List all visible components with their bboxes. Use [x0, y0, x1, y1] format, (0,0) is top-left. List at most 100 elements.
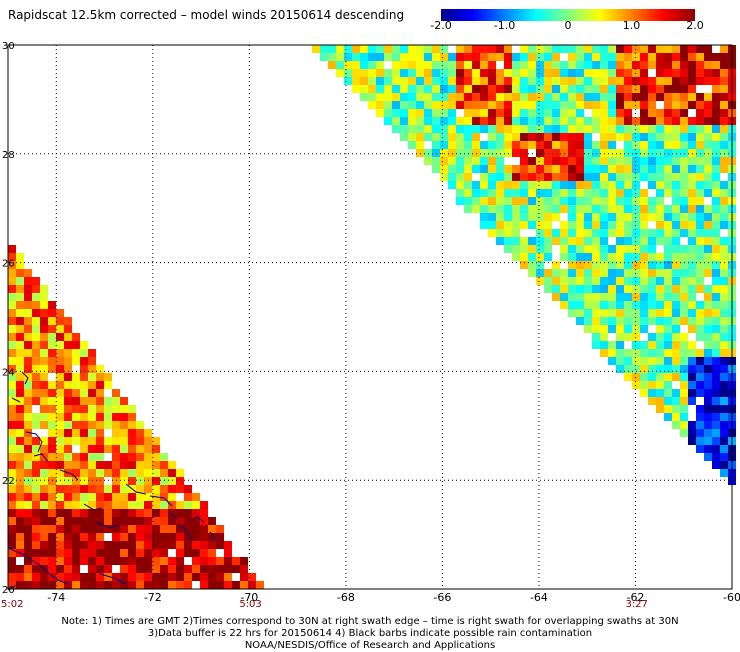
wind-cell	[544, 117, 552, 125]
wind-cell	[696, 213, 704, 221]
wind-cell	[656, 109, 664, 117]
wind-cell	[16, 437, 24, 445]
wind-cell	[624, 197, 632, 205]
wind-cell	[640, 357, 648, 365]
wind-cell	[64, 365, 72, 373]
wind-cell	[680, 397, 688, 405]
wind-cell	[488, 189, 496, 197]
wind-cell	[496, 45, 504, 53]
wind-cell	[112, 437, 120, 445]
wind-cell	[192, 525, 200, 533]
wind-cell	[704, 429, 712, 437]
wind-cell	[608, 93, 616, 101]
wind-cell	[712, 213, 720, 221]
wind-cell	[696, 349, 704, 357]
wind-cell	[656, 397, 664, 405]
wind-cell	[88, 349, 96, 357]
wind-cell	[152, 469, 160, 477]
wind-cell	[576, 253, 584, 261]
wind-cell	[472, 157, 480, 165]
wind-cell	[664, 301, 672, 309]
wind-cell	[112, 493, 120, 501]
wind-cell	[128, 437, 136, 445]
wind-cell	[584, 237, 592, 245]
wind-cell	[16, 405, 24, 413]
wind-cell	[616, 229, 624, 237]
wind-cell	[616, 349, 624, 357]
wind-cell	[384, 45, 392, 53]
wind-cell	[96, 533, 104, 541]
wind-cell	[56, 533, 64, 541]
wind-cell	[416, 85, 424, 93]
wind-cell	[88, 357, 96, 365]
wind-cell	[496, 53, 504, 61]
wind-cell	[552, 77, 560, 85]
wind-cell	[552, 285, 560, 293]
wind-cell	[712, 365, 720, 373]
wind-cell	[672, 253, 680, 261]
wind-cell	[464, 149, 472, 157]
wind-cell	[48, 325, 56, 333]
wind-cell	[8, 453, 16, 461]
wind-cell	[712, 261, 720, 269]
wind-cell	[160, 557, 168, 565]
wind-cell	[560, 61, 568, 69]
wind-cell	[640, 133, 648, 141]
wind-cell	[696, 261, 704, 269]
wind-cell	[648, 373, 656, 381]
wind-cell	[528, 269, 536, 277]
wind-cell	[624, 285, 632, 293]
wind-cell	[712, 301, 720, 309]
wind-cell	[544, 253, 552, 261]
wind-cell	[464, 141, 472, 149]
wind-cell	[720, 285, 728, 293]
wind-cell	[96, 413, 104, 421]
wind-cell	[552, 173, 560, 181]
wind-cell	[616, 365, 624, 373]
wind-cell	[640, 93, 648, 101]
wind-cell	[680, 221, 688, 229]
wind-cell	[120, 549, 128, 557]
wind-cell	[488, 197, 496, 205]
wind-cell	[600, 253, 608, 261]
wind-cell	[480, 141, 488, 149]
wind-cell	[16, 261, 24, 269]
wind-cell	[712, 181, 720, 189]
wind-cell	[520, 61, 528, 69]
wind-cell	[72, 469, 80, 477]
wind-cell	[656, 125, 664, 133]
wind-cell	[616, 317, 624, 325]
wind-cell	[64, 533, 72, 541]
wind-cell	[560, 141, 568, 149]
wind-cell	[552, 213, 560, 221]
wind-cell	[552, 45, 560, 53]
wind-cell	[40, 389, 48, 397]
wind-cell	[80, 429, 88, 437]
wind-cell	[192, 501, 200, 509]
wind-cell	[40, 549, 48, 557]
wind-cell	[456, 69, 464, 77]
wind-cell	[560, 157, 568, 165]
wind-cell	[696, 365, 704, 373]
wind-cell	[96, 509, 104, 517]
wind-cell	[632, 149, 640, 157]
wind-cell	[656, 221, 664, 229]
wind-cell	[144, 549, 152, 557]
wind-cell	[688, 301, 696, 309]
wind-cell	[456, 117, 464, 125]
wind-cell	[616, 341, 624, 349]
wind-cell	[96, 581, 104, 589]
wind-cell	[104, 549, 112, 557]
wind-cell	[592, 317, 600, 325]
wind-cell	[224, 565, 232, 573]
wind-cell	[672, 293, 680, 301]
wind-cell	[584, 165, 592, 173]
wind-cell	[528, 101, 536, 109]
wind-cell	[56, 349, 64, 357]
wind-cell	[32, 341, 40, 349]
wind-cell	[120, 581, 128, 589]
wind-cell	[552, 269, 560, 277]
wind-cell	[24, 581, 32, 589]
wind-cell	[592, 221, 600, 229]
wind-cell	[720, 253, 728, 261]
